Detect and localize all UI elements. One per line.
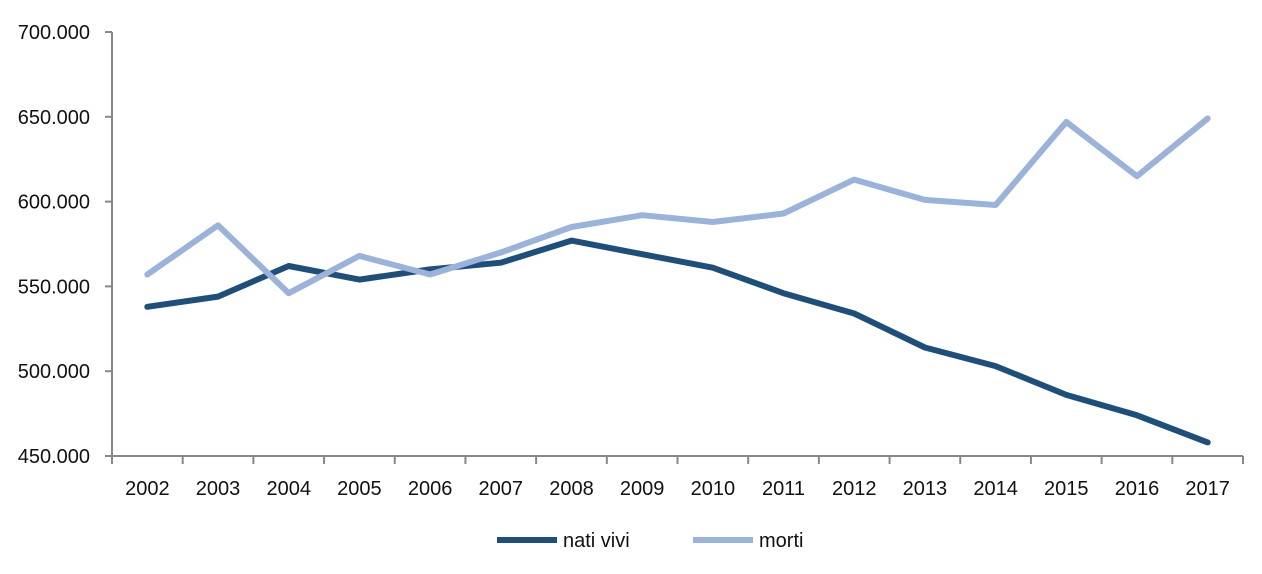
y-tick-label: 500.000 — [18, 361, 90, 383]
x-tick-label: 2011 — [762, 478, 805, 500]
y-tick-label: 450.000 — [18, 446, 90, 468]
legend: nati vivi morti — [497, 530, 803, 552]
x-tick-label: 2004 — [266, 478, 311, 500]
x-tick-label: 2017 — [1185, 478, 1230, 500]
x-tick-label: 2015 — [1044, 478, 1089, 500]
series-lines — [144, 115, 1211, 446]
x-tick-label: 2007 — [479, 478, 524, 500]
x-axis: 2002 2003 2004 2005 2006 2007 2008 2009 2010 2011… — [111, 455, 1244, 500]
x-tick-label: 2012 — [832, 478, 877, 500]
legend-label: morti — [759, 530, 803, 552]
x-tick-label: 2006 — [408, 478, 453, 500]
series-line-morti — [144, 115, 1211, 297]
x-tick-label: 2010 — [691, 478, 736, 500]
y-tick-label: 700.000 — [18, 22, 90, 44]
x-tick-label: 2008 — [549, 478, 594, 500]
y-tick-label: 600.000 — [18, 192, 90, 214]
x-tick-label: 2013 — [903, 478, 948, 500]
x-tick-label: 2014 — [973, 478, 1018, 500]
y-tick-label: 650.000 — [18, 107, 90, 129]
legend-label: nati vivi — [563, 530, 630, 552]
x-tick-label: 2005 — [337, 478, 382, 500]
series-line-nati-vivi — [144, 237, 1211, 446]
x-tick-label: 2002 — [125, 478, 170, 500]
x-tick-label: 2003 — [196, 478, 241, 500]
y-tick-label: 550.000 — [18, 276, 90, 298]
x-tick-label: 2009 — [620, 478, 665, 500]
x-tick-label: 2016 — [1115, 478, 1160, 500]
y-axis: 450.000 500.000 550.000 600.000 650.000 700.0… — [18, 22, 113, 468]
